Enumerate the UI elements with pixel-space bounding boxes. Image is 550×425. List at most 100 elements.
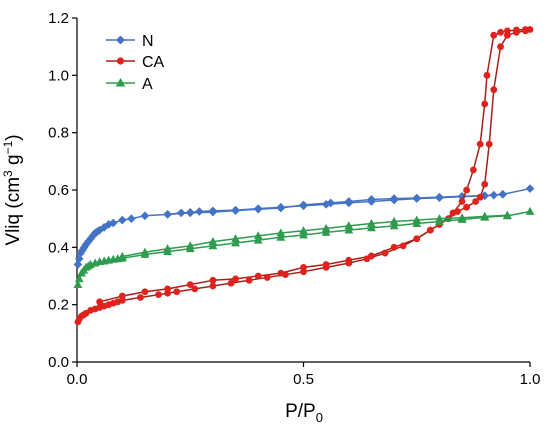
x-tick-label: 0.0 <box>67 371 88 388</box>
y-axis-title-pre: Vliq (cm <box>3 177 24 246</box>
series-line-a-desorption <box>122 214 508 258</box>
data-point-n <box>435 192 444 202</box>
data-point-a <box>389 216 399 225</box>
data-point-ca <box>463 203 470 211</box>
data-point-n <box>163 210 172 219</box>
y-axis-title-post: ) <box>3 134 24 140</box>
legend-item-a: A <box>106 76 153 93</box>
data-point-ca <box>173 288 181 296</box>
data-point-ca <box>458 198 466 205</box>
data-point-a <box>344 221 354 230</box>
data-point-ca <box>186 281 194 288</box>
series-line-n-desorption <box>167 193 503 216</box>
data-point-ca <box>485 140 493 148</box>
data-point-n <box>276 203 286 213</box>
data-point-ca <box>469 166 477 174</box>
data-point-n <box>118 215 127 225</box>
data-point-ca <box>254 272 262 280</box>
x-axis-title-sub: 0 <box>316 410 323 425</box>
data-point-a <box>253 231 263 240</box>
data-point-n <box>326 198 335 208</box>
data-point-a <box>435 214 444 223</box>
legend-marker-a <box>115 78 126 87</box>
data-point-n <box>84 237 93 246</box>
data-point-ca <box>381 249 389 257</box>
data-point-a <box>231 234 240 243</box>
y-tick-label: 0.2 <box>48 297 69 314</box>
data-point-n <box>525 184 535 193</box>
data-point-ca <box>426 226 434 234</box>
y-axis-title-sup2: −1 <box>1 140 15 154</box>
data-point-ca <box>490 31 498 39</box>
data-point-ca <box>277 269 285 277</box>
data-point-n <box>253 204 263 214</box>
data-point-a <box>117 251 127 260</box>
data-point-ca <box>483 71 491 79</box>
data-point-a <box>299 230 308 239</box>
data-point-a <box>457 213 467 222</box>
data-point-a <box>208 237 218 245</box>
data-point-ca <box>513 26 520 34</box>
series-a <box>73 206 535 288</box>
data-point-n <box>498 190 508 199</box>
data-point-ca <box>472 198 480 205</box>
x-axis-title: P/P0 <box>285 401 323 425</box>
data-point-ca <box>164 285 172 293</box>
data-point-a <box>299 226 308 235</box>
data-point-a <box>74 274 84 283</box>
data-point-n <box>480 191 489 201</box>
legend-item-n: N <box>106 33 154 50</box>
data-point-ca <box>390 243 398 251</box>
y-axis-title: Vliq (cm3 g−1) <box>1 134 24 245</box>
data-point-ca <box>481 100 489 108</box>
data-point-ca <box>191 285 199 293</box>
legend-label-n: N <box>142 33 154 50</box>
y-tick-label: 0.8 <box>48 125 69 142</box>
y-axis-title-mid: g <box>3 154 24 170</box>
data-point-a <box>367 218 376 227</box>
series-n <box>73 184 535 269</box>
data-point-n <box>299 200 308 210</box>
data-point-a <box>502 210 512 219</box>
data-point-ca <box>227 279 235 287</box>
data-point-a <box>321 223 331 232</box>
data-point-a <box>344 225 354 234</box>
axes <box>72 17 531 367</box>
data-point-n <box>185 208 195 218</box>
data-point-n <box>74 254 84 264</box>
data-point-n <box>140 211 150 221</box>
data-point-n <box>231 206 240 215</box>
data-point-ca <box>209 282 217 290</box>
data-point-n <box>108 218 118 228</box>
data-point-ca <box>497 43 504 51</box>
y-tick-label: 0.0 <box>48 354 69 371</box>
data-point-ca <box>141 288 149 296</box>
data-point-ca <box>263 274 271 281</box>
legend: N CA A <box>106 33 165 93</box>
data-point-ca <box>503 27 511 35</box>
tick-labels: 0.0 0.2 0.4 0.6 0.8 1.0 1.2 0.0 0.5 1.0 <box>48 10 540 388</box>
legend-marker-ca <box>116 57 125 65</box>
series-line-ca-adsorption <box>77 28 531 323</box>
y-axis-title-sup1: 3 <box>1 170 15 177</box>
data-point-ca <box>209 276 217 284</box>
data-point-ca <box>481 180 489 188</box>
data-point-a <box>480 211 490 220</box>
data-point-n <box>321 200 331 209</box>
x-tick-label: 1.0 <box>520 371 541 388</box>
data-point-a <box>208 241 218 250</box>
data-point-n <box>73 260 83 269</box>
legend-label-a: A <box>142 76 153 93</box>
data-point-ca <box>232 275 239 283</box>
y-tick-label: 1.0 <box>48 67 69 84</box>
data-point-a <box>185 241 195 250</box>
series-layer <box>73 26 535 326</box>
data-point-ca <box>463 186 470 194</box>
data-point-ca <box>345 256 353 264</box>
data-point-n <box>176 208 186 218</box>
data-point-a <box>73 280 83 288</box>
y-tick-label: 0.6 <box>48 182 69 199</box>
data-point-a <box>253 235 263 244</box>
data-point-ca <box>497 28 504 36</box>
legend-label-ca: CA <box>142 54 165 71</box>
